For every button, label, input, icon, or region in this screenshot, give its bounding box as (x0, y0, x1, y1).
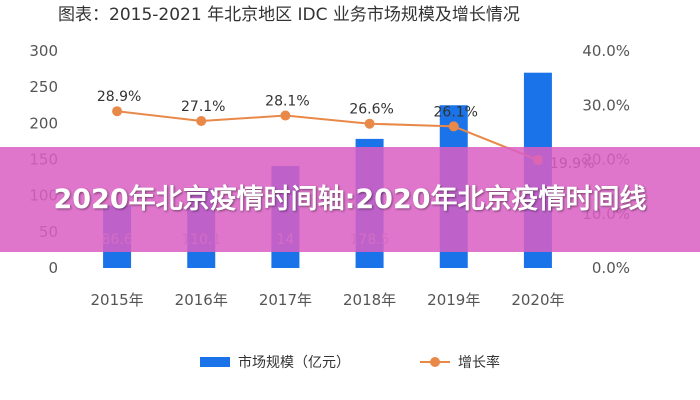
legend: 市场规模（亿元） 增长率 (0, 352, 700, 372)
legend-label-line: 增长率 (458, 355, 500, 371)
x-tick-label: 2020年 (511, 291, 564, 309)
chart-title: 图表：2015-2021 年北京地区 IDC 业务市场规模及增长情况 (58, 5, 520, 25)
y-left-tick-label: 200 (29, 114, 58, 132)
legend-swatch-line (420, 357, 450, 367)
legend-swatch-bar (200, 357, 230, 367)
growth-point (364, 118, 375, 129)
growth-point (448, 121, 459, 132)
x-tick-label: 2019年 (427, 291, 480, 309)
growth-point (280, 110, 291, 121)
growth-value-label: 28.1% (265, 94, 309, 110)
x-tick-label: 2018年 (343, 291, 396, 309)
growth-value-label: 28.9% (97, 89, 141, 105)
x-tick-label: 2015年 (90, 291, 143, 309)
growth-point (196, 115, 207, 126)
legend-label-bar: 市场规模（亿元） (238, 355, 350, 371)
legend-item-line: 增长率 (420, 352, 500, 372)
growth-value-label: 27.1% (181, 99, 225, 115)
x-tick-label: 2017年 (259, 291, 312, 309)
legend-item-bar: 市场规模（亿元） (200, 352, 350, 372)
growth-point (112, 106, 123, 117)
growth-value-label: 26.6% (349, 102, 393, 118)
growth-value-label: 26.1% (434, 104, 478, 120)
overlay-banner: 2020年北京疫情时间轴:2020年北京疫情时间线 (0, 147, 700, 252)
banner-text: 2020年北京疫情时间轴:2020年北京疫情时间线 (53, 184, 647, 215)
y-right-tick-label: 0.0% (592, 259, 630, 277)
y-left-tick-label: 0 (48, 259, 58, 277)
y-right-tick-label: 30.0% (582, 96, 630, 114)
y-right-tick-label: 40.0% (582, 42, 630, 60)
x-tick-label: 2016年 (175, 291, 228, 309)
y-left-tick-label: 300 (29, 42, 58, 60)
y-left-tick-label: 250 (29, 78, 58, 96)
growth-line (116, 110, 539, 161)
